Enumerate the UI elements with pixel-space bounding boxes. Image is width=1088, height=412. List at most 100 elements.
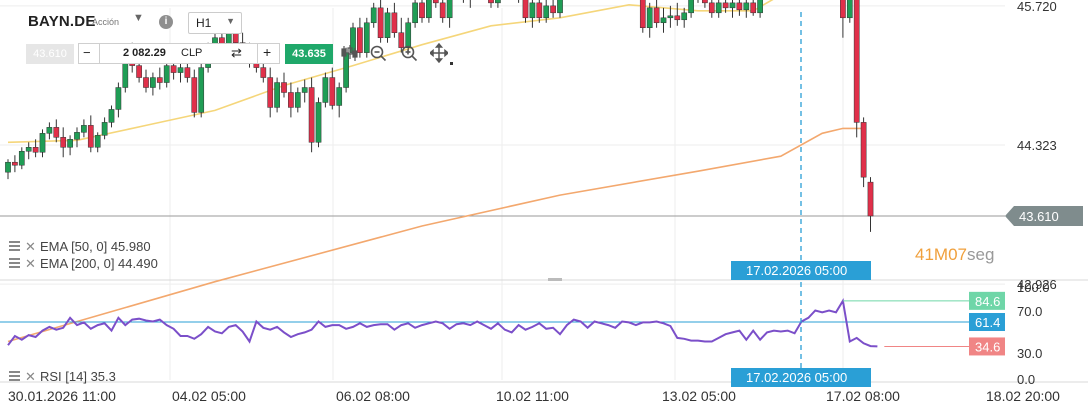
rsi-legend: RSI [14] 35.3 [40, 369, 116, 384]
timeframe-select[interactable]: H1 ▼ [188, 12, 242, 34]
candle-bullish [301, 87, 308, 93]
crosshair-time-label: 17.02.2026 05:00 [746, 370, 847, 385]
pan-icon[interactable] [428, 42, 450, 64]
ema200-legend: EMA [200, 0] 44.490 [40, 256, 158, 271]
symbol-name[interactable]: BAYN.DE [28, 13, 96, 30]
candle-bullish [108, 109, 115, 123]
indicator-settings-icon [9, 266, 20, 268]
toolbar-marker [450, 62, 453, 65]
candle-bullish [681, 12, 688, 21]
candle-bearish [156, 77, 163, 83]
increase-quantity-button[interactable]: + [263, 44, 272, 60]
candle-bullish [74, 132, 80, 140]
indicator-settings-icon [9, 249, 20, 251]
price-axis-tick: 45.720 [1017, 0, 1057, 14]
candle-bullish [94, 135, 101, 148]
candlestick-icon[interactable] [340, 43, 358, 63]
candle-bullish [715, 2, 722, 14]
decrease-quantity-button[interactable]: − [83, 45, 91, 60]
rsi-label: 34.6 [975, 339, 1000, 354]
candle-bearish [488, 0, 494, 4]
candle-bearish [281, 82, 287, 93]
candle-bearish [550, 5, 556, 14]
info-icon[interactable]: i [159, 15, 173, 29]
candle-bullish [315, 102, 322, 143]
candle-bullish [743, 2, 750, 11]
swap-icon[interactable]: ⇄ [231, 45, 242, 60]
ema50-line [7, 0, 774, 144]
candle-bullish [274, 82, 280, 108]
time-axis-tick: 06.02 08:00 [336, 388, 410, 404]
rsi-axis-tick: 70.0 [1017, 304, 1042, 319]
candle-bearish [32, 147, 39, 153]
symbol-dropdown-icon[interactable]: ▼ [133, 12, 144, 24]
candle-bearish [267, 77, 274, 108]
quantity-currency: CLP [181, 47, 203, 59]
candle-bullish [557, 0, 563, 14]
candle-bearish [391, 12, 398, 33]
current-price-label-bg [1005, 206, 1083, 226]
quantity-field[interactable]: − 2 082.29 CLP ⇄ + [78, 43, 280, 64]
candle-bearish [419, 2, 425, 19]
candle-bullish [660, 17, 667, 24]
ema50-legend: EMA [50, 0] 45.980 [40, 239, 151, 254]
zoom-out-icon[interactable] [369, 43, 387, 63]
candle-bullish [405, 22, 412, 48]
rsi-axis-tick: 30.0 [1017, 346, 1042, 361]
divider [257, 44, 258, 63]
candle-bullish [757, 0, 763, 14]
candle-bearish [143, 77, 149, 88]
chevron-down-icon: ▼ [226, 16, 235, 26]
candle-bearish [260, 67, 267, 78]
candle-bearish [653, 7, 660, 24]
indicator-settings-icon [9, 262, 20, 264]
candle-bearish [860, 122, 867, 178]
candle-bullish [177, 67, 184, 73]
ema200-line [7, 127, 864, 343]
candle-bullish [688, 0, 694, 14]
candle-bearish [184, 67, 191, 78]
candle-bearish [60, 137, 67, 148]
time-axis-tick: 10.02 11:00 [496, 388, 569, 404]
candle-bearish [522, 0, 529, 19]
rsi-label: 84.6 [975, 294, 1000, 309]
candle-bullish [198, 67, 205, 113]
candle-bullish [18, 151, 25, 166]
price-axis-tick: 44.323 [1017, 138, 1057, 153]
candle-bullish [529, 2, 536, 19]
zoom-in-icon[interactable] [400, 43, 418, 63]
candle-bearish [377, 7, 384, 38]
countdown-sec: 07 [948, 245, 967, 264]
time-axis-tick: 18.02 20:00 [986, 388, 1060, 404]
time-axis-tick: 17.02 08:00 [826, 388, 900, 404]
candle-bullish [25, 147, 32, 152]
candle-bearish [12, 161, 18, 166]
candle-bearish [432, 0, 439, 4]
candle-bearish [674, 15, 681, 21]
candle-bearish [170, 65, 177, 73]
candle-bearish [853, 0, 860, 123]
remove-indicator-icon: ✕ [25, 239, 36, 254]
buy-price-button[interactable]: 43.635 [285, 44, 333, 64]
rsi-axis-tick: 100.0 [1017, 280, 1050, 295]
candle-bearish [702, 0, 708, 4]
countdown-min-unit: M [934, 245, 948, 264]
quantity-value[interactable]: 2 082.29 [123, 47, 166, 59]
candle-bullish [150, 77, 156, 88]
candle-bullish [667, 15, 674, 19]
candle-bearish [232, 32, 239, 43]
remove-indicator-icon: ✕ [25, 369, 36, 384]
candle-bearish [840, 0, 846, 19]
crosshair-time-label-bg [731, 261, 871, 280]
candle-bullish [646, 7, 653, 29]
candles-group [5, 0, 874, 232]
indicator-settings-icon [9, 245, 20, 247]
indicator-settings-icon [9, 371, 20, 373]
candle-bearish [708, 2, 715, 14]
candle-bearish [439, 2, 446, 19]
indicator-settings-icon [9, 241, 20, 243]
sell-price-button[interactable]: 43.610 [26, 44, 74, 64]
asset-type-label: Acción [92, 17, 120, 27]
candle-bullish [322, 77, 329, 103]
